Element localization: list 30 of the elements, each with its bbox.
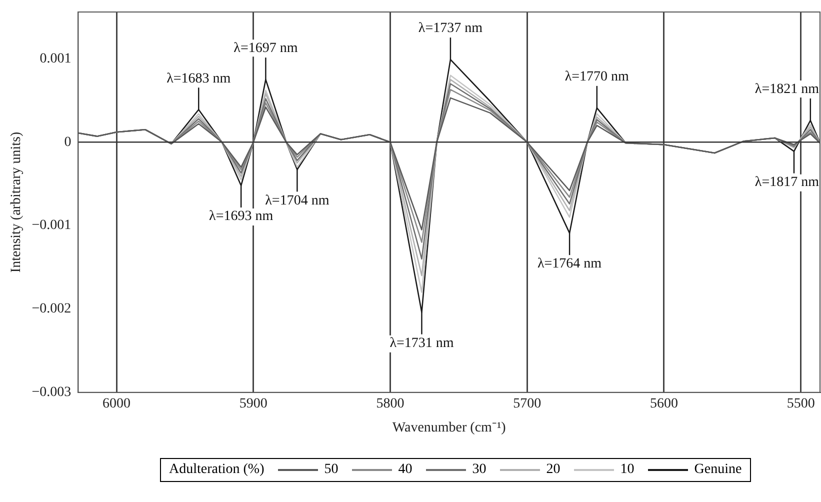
legend-label: 10 bbox=[620, 462, 634, 478]
annotation: λ=1704 nm bbox=[265, 193, 330, 208]
annotation: λ=1693 nm bbox=[209, 209, 274, 224]
y-tick-label: −0.001 bbox=[32, 218, 72, 234]
annotation: λ=1770 nm bbox=[564, 70, 630, 85]
y-tick-label: −0.002 bbox=[32, 302, 72, 317]
x-tick-label: 5800 bbox=[376, 396, 404, 412]
legend-label: Genuine bbox=[694, 462, 742, 478]
annotation: λ=1697 nm bbox=[234, 41, 298, 56]
annotation: λ=1821 nm bbox=[754, 82, 820, 98]
y-axis-title: Intensity (arbitrary units) bbox=[9, 132, 24, 273]
legend-label: 30 bbox=[472, 462, 486, 478]
annotation: λ=1817 nm bbox=[754, 174, 820, 190]
annotation: λ=1731 nm bbox=[390, 336, 454, 351]
x-tick-label: 6000 bbox=[102, 396, 131, 412]
annotation: λ=1764 nm bbox=[538, 256, 602, 272]
y-tick-label: 0.001 bbox=[40, 51, 72, 66]
legend-label: 40 bbox=[398, 462, 412, 478]
annotation: λ=1683 nm bbox=[166, 71, 231, 86]
y-tick-label: 0 bbox=[64, 134, 72, 150]
annotation: λ=1737 nm bbox=[418, 21, 483, 36]
x-tick-label: 5900 bbox=[239, 396, 268, 412]
x-tick-label: 5500 bbox=[786, 396, 815, 412]
legend-title: Adulteration (%) bbox=[169, 462, 264, 478]
x-tick-label: 5600 bbox=[650, 396, 678, 412]
y-tick-label: −0.003 bbox=[32, 385, 72, 400]
x-axis-title: Wavenumber (cm⁻¹) bbox=[392, 420, 506, 436]
legend-label: 50 bbox=[324, 462, 338, 478]
x-tick-label: 5700 bbox=[513, 396, 542, 412]
legend-label: 20 bbox=[546, 462, 560, 478]
